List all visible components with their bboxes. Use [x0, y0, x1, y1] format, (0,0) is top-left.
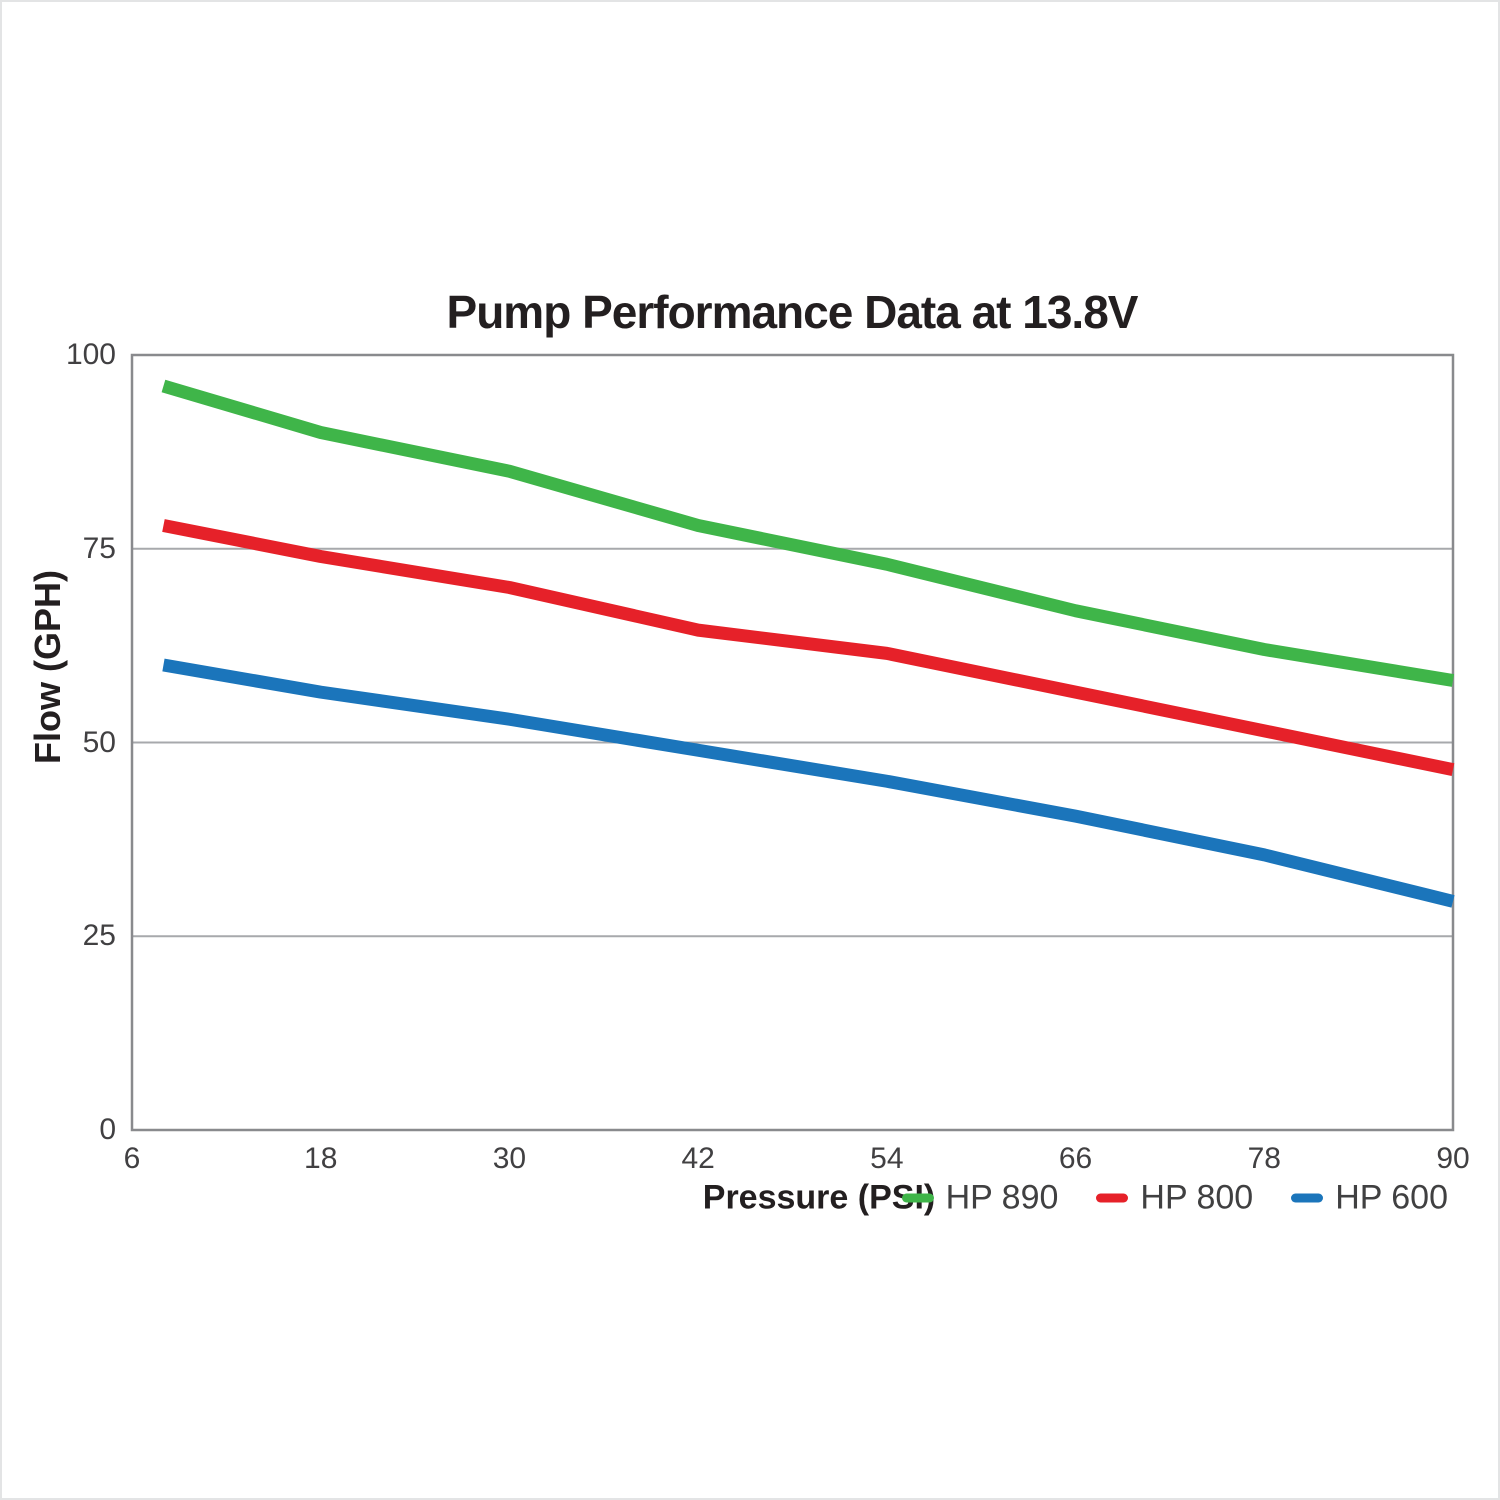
y-tick-label-0: 0	[99, 1113, 116, 1146]
legend: HP 890 HP 800 HP 600	[901, 1178, 1448, 1218]
x-tick-label-6: 6	[123, 1142, 141, 1175]
y-tick-label-25: 25	[82, 919, 116, 953]
plot-border	[130, 353, 1455, 1132]
legend-item-hp-800: HP 800	[1096, 1179, 1253, 1218]
x-tick-label-18: 18	[304, 1142, 338, 1175]
line-hp-600	[162, 658, 1455, 908]
legend-item-hp-600: HP 600	[1291, 1179, 1448, 1218]
x-tick-label-66: 66	[1058, 1142, 1093, 1175]
x-axis-title: Pressure (PSI)	[702, 1178, 936, 1217]
x-tick-label-78: 78	[1247, 1142, 1281, 1175]
x-tick-label-90: 90	[1436, 1142, 1470, 1175]
y-tick-label-75: 75	[82, 531, 116, 565]
legend-label: HP 890	[945, 1178, 1059, 1217]
x-tick-label-42: 42	[681, 1142, 715, 1175]
chart-title: Pump Performance Data at 13.8V	[446, 286, 1139, 338]
legend-label: HP 800	[1140, 1178, 1254, 1217]
line-hp-890	[161, 379, 1455, 687]
y-tick-label-100: 100	[65, 338, 116, 371]
line-hp-800	[162, 519, 1455, 776]
legend-swatch-icon	[1291, 1193, 1324, 1203]
y-tick-label-50: 50	[82, 725, 116, 759]
x-tick-label-30: 30	[492, 1142, 527, 1175]
x-tick-label-54: 54	[870, 1142, 904, 1175]
legend-swatch-icon	[1096, 1193, 1129, 1203]
legend-item-hp-890: HP 890	[901, 1178, 1059, 1218]
legend-label: HP 600	[1335, 1178, 1448, 1217]
legend-swatch-icon	[901, 1193, 934, 1203]
